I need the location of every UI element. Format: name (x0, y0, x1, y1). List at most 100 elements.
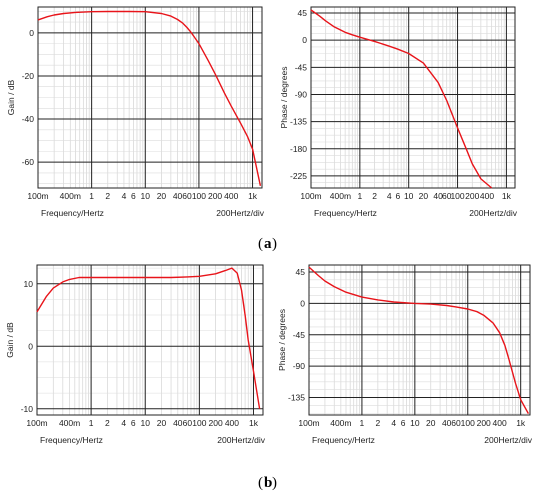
x-tick-label: 60 (451, 418, 461, 428)
y-tick-label: 0 (28, 341, 33, 351)
x-axis-label: Frequency/Hertz (312, 435, 375, 445)
x-tick-label: 1 (89, 191, 94, 201)
x-tick-label: 2 (375, 418, 380, 428)
x-tick-label: 6 (131, 191, 136, 201)
chart-b-gain: 100m 400m 1 2 4 6 10 20 40 60 100 200 400 1k100-10Fre… (5, 264, 266, 445)
x-tick-label: 1k (249, 418, 259, 428)
x-tick-label: 40 (173, 191, 183, 201)
x-tick-label: 60 (442, 191, 452, 201)
x-tick-label: 400m (330, 191, 351, 201)
x-tick-label: 2 (105, 418, 110, 428)
x-tick-label: 100m (298, 418, 319, 428)
x-tick-label: 1k (248, 191, 258, 201)
x-tick-label: 20 (157, 418, 167, 428)
x-tick-label: 1 (360, 418, 365, 428)
x-tick-label: 10 (141, 191, 151, 201)
div-label: 200Hertz/div (484, 435, 532, 445)
x-tick-label: 6 (131, 418, 136, 428)
chart-a-phase: 100m 400m 1 2 4 6 10 20 40 60 100 200 400 1k 45 0 -45 -90… (279, 6, 518, 218)
y-tick-label: -45 (295, 62, 308, 72)
caption-b-close: ) (272, 475, 277, 491)
y-axis-label: Gain / dB (5, 322, 15, 358)
y-tick-label: 0 (300, 298, 305, 308)
x-tick-label: 100 (192, 418, 206, 428)
y-tick-label: -90 (295, 89, 308, 99)
caption-a: ( a ) (258, 236, 277, 252)
x-tick-label: 100m (27, 191, 48, 201)
plot-frame (310, 6, 516, 189)
x-tick-label: 1k (516, 418, 526, 428)
caption-b-open: ( (258, 475, 263, 491)
x-tick-label: 1 (357, 191, 362, 201)
x-tick-label: 400 (225, 418, 239, 428)
x-tick-label: 200 (208, 191, 222, 201)
x-tick-label: 20 (419, 191, 429, 201)
plot-frame (37, 6, 263, 189)
x-tick-label: 10 (141, 418, 151, 428)
chart-b-phase: 100m 400m 1 2 4 6 10 20 40 60 100 200 400 1k 45 0 -45 -90… (277, 264, 533, 445)
x-tick-label: 400m (330, 418, 351, 428)
x-tick-label: 100 (192, 191, 206, 201)
x-tick-label: 4 (122, 191, 127, 201)
x-tick-label: 1k (502, 191, 512, 201)
y-tick-label: -135 (290, 117, 307, 127)
x-tick-label: 100m (300, 191, 321, 201)
y-tick-label: -135 (288, 393, 305, 403)
x-tick-label: 400m (59, 418, 80, 428)
y-tick-label: 45 (298, 8, 308, 18)
y-tick-label: -90 (293, 361, 306, 371)
div-label: 200Hertz/div (469, 208, 517, 218)
x-tick-label: 20 (426, 418, 436, 428)
y-tick-label: -225 (290, 171, 307, 181)
x-tick-label: 4 (391, 418, 396, 428)
y-tick-label: -60 (22, 157, 35, 167)
x-tick-label: 2 (105, 191, 110, 201)
x-axis-label: Frequency/Hertz (41, 208, 104, 218)
x-tick-label: 10 (404, 191, 414, 201)
y-tick-label: 45 (296, 267, 306, 277)
series-line (37, 10, 262, 186)
series-line (310, 9, 493, 189)
x-tick-label: 60 (183, 418, 193, 428)
x-tick-label: 10 (410, 418, 420, 428)
caption-a-close: ) (272, 236, 277, 252)
x-tick-label: 100 (461, 418, 475, 428)
x-tick-label: 60 (182, 191, 192, 201)
x-tick-label: 100m (26, 418, 47, 428)
x-tick-label: 400 (224, 191, 238, 201)
y-tick-label: 0 (29, 28, 34, 38)
y-axis-label: Phase / degrees (277, 309, 287, 371)
div-label: 200Hertz/div (216, 208, 264, 218)
x-tick-label: 40 (442, 418, 452, 428)
y-axis-label: Gain / dB (6, 79, 16, 115)
x-tick-label: 20 (157, 191, 167, 201)
chart-a-gain: 100m 400m 1 2 4 6 10 20 40 60 100 200 400 1k 0 -20 -40 -6… (6, 6, 265, 218)
y-tick-label: 10 (24, 279, 34, 289)
caption-a-letter: a (264, 236, 272, 252)
series-line (308, 266, 530, 414)
y-tick-label: -45 (293, 330, 306, 340)
x-tick-label: 400 (493, 418, 507, 428)
y-tick-label: 0 (302, 35, 307, 45)
x-tick-label: 100 (450, 191, 464, 201)
x-tick-label: 1 (89, 418, 94, 428)
x-axis-label: Frequency/Hertz (314, 208, 377, 218)
x-tick-label: 4 (121, 418, 126, 428)
x-tick-label: 200 (209, 418, 223, 428)
series-line (36, 267, 261, 409)
x-tick-label: 400 (480, 191, 494, 201)
plot-frame (36, 264, 264, 416)
y-tick-label: -10 (21, 404, 34, 414)
x-tick-label: 4 (387, 191, 392, 201)
x-tick-label: 2 (372, 191, 377, 201)
y-tick-label: -20 (22, 71, 35, 81)
x-tick-label: 40 (173, 418, 183, 428)
x-tick-label: 40 (433, 191, 443, 201)
plot-frame (308, 264, 531, 416)
x-tick-label: 6 (395, 191, 400, 201)
x-tick-label: 6 (401, 418, 406, 428)
x-tick-label: 200 (465, 191, 479, 201)
x-tick-label: 400m (60, 191, 81, 201)
y-tick-label: -40 (22, 114, 35, 124)
